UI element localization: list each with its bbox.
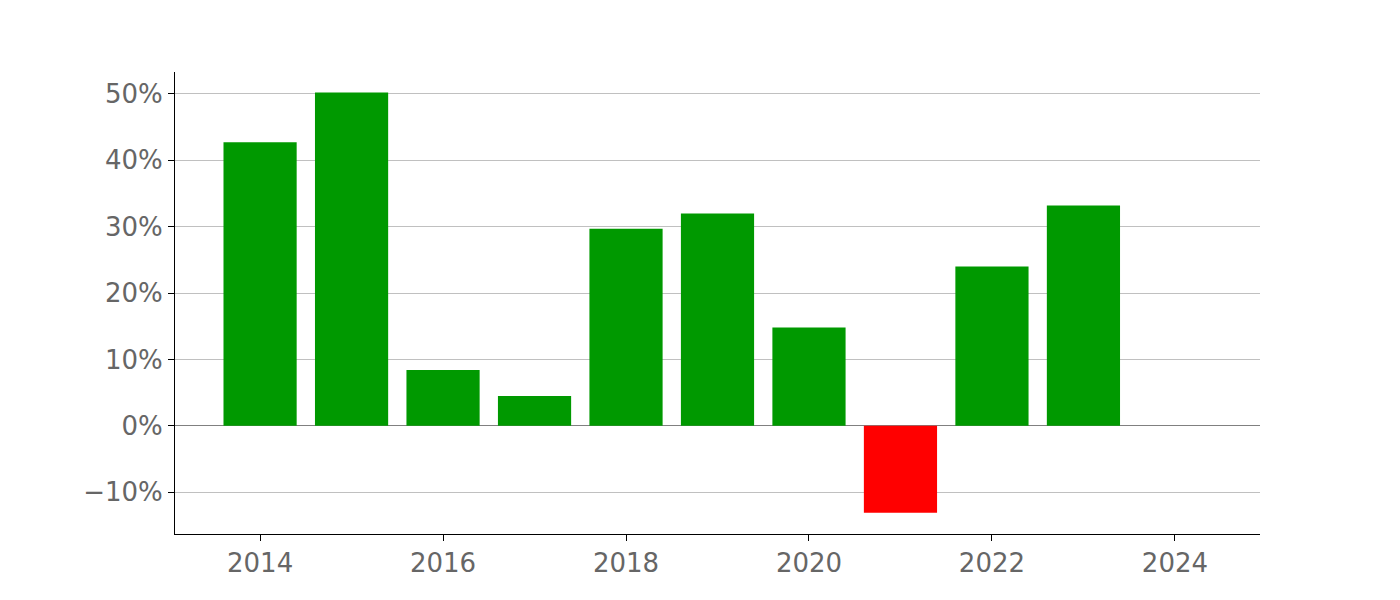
svg-text:20%: 20% — [105, 278, 163, 308]
svg-text:2024: 2024 — [1142, 548, 1208, 578]
svg-text:0%: 0% — [122, 411, 163, 441]
svg-text:2016: 2016 — [410, 548, 476, 578]
svg-text:30%: 30% — [105, 212, 163, 242]
svg-text:50%: 50% — [105, 79, 163, 109]
svg-text:−10%: −10% — [83, 477, 163, 507]
svg-text:VIX TradeWave Gain Loss Barcha: VIX TradeWave Gain Loss Barchart - 2024-… — [786, 598, 1384, 600]
svg-text:2020: 2020 — [776, 548, 842, 578]
svg-text:2018: 2018 — [593, 548, 659, 578]
svg-text:TradeWave.AI: TradeWave.AI — [9, 598, 139, 600]
svg-text:10%: 10% — [105, 345, 163, 375]
svg-text:2022: 2022 — [959, 548, 1025, 578]
svg-text:40%: 40% — [105, 145, 163, 175]
svg-text:2014: 2014 — [227, 548, 293, 578]
